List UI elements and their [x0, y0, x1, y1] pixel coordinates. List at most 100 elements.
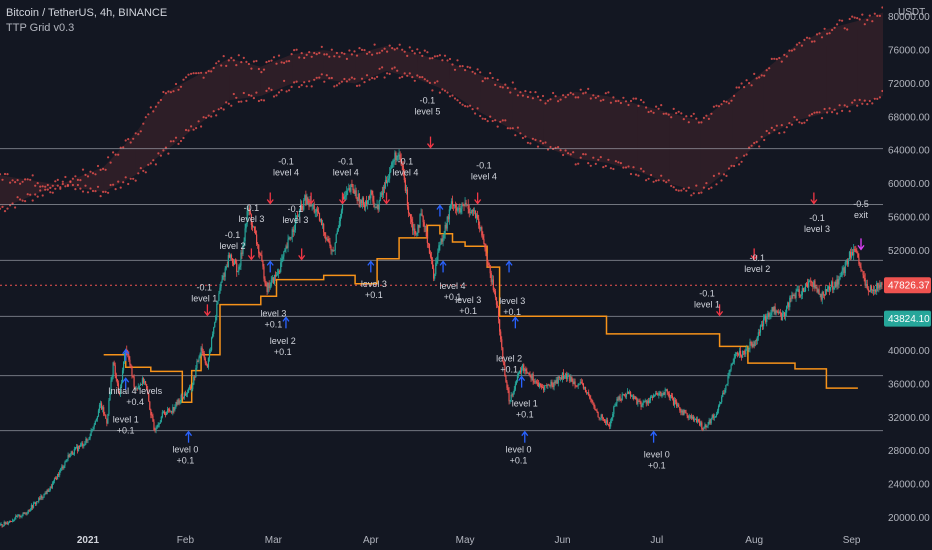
candle-body	[878, 284, 880, 289]
candle-body	[651, 396, 654, 398]
candle-body	[444, 224, 446, 234]
ema-lower-point	[800, 122, 804, 125]
ema-lower-point	[210, 115, 213, 118]
ema-lower-point	[464, 105, 467, 108]
candle-body	[447, 216, 449, 220]
ema-lower-point	[200, 125, 203, 128]
ema-upper-point	[335, 51, 338, 55]
ema-upper-point	[717, 105, 721, 108]
candle-body	[369, 196, 371, 199]
candle-body	[20, 516, 22, 518]
ema-lower-point	[66, 184, 69, 188]
ema-upper-point	[690, 115, 693, 118]
candle-body	[415, 233, 417, 235]
ema-lower-point	[182, 136, 185, 140]
candle-body	[502, 347, 504, 361]
ema-lower-point	[119, 186, 122, 189]
candle-body	[414, 228, 416, 234]
ema-upper-point	[421, 54, 424, 58]
sell-arrow-head	[426, 143, 435, 149]
candle-body	[875, 289, 877, 292]
ema-upper-point	[378, 51, 381, 54]
symbol-title[interactable]: Bitcoin / TetherUS, 4h, BINANCE	[6, 7, 168, 19]
sell-arrow-head	[307, 199, 315, 205]
candle-body	[643, 401, 645, 403]
ema-upper-point	[29, 193, 32, 196]
candle-body	[375, 207, 377, 209]
annotation-line: +0.1	[265, 319, 283, 329]
candle-body	[508, 390, 510, 402]
ema-upper-point	[474, 72, 477, 75]
ema-upper-point	[770, 57, 773, 61]
chart-header: Bitcoin / TetherUS, 4h, BINANCE TTP Grid…	[6, 6, 167, 35]
ema-lower-point	[828, 107, 831, 110]
candle-body	[280, 262, 282, 272]
ema-lower-point	[353, 77, 356, 80]
ema-lower-point	[702, 186, 706, 189]
ema-lower-point	[629, 172, 633, 176]
ema-lower-point	[846, 105, 849, 108]
candle-body	[174, 407, 176, 411]
candle-body	[452, 204, 455, 206]
ema-upper-point	[851, 15, 854, 18]
ema-lower-point	[587, 162, 590, 165]
ema-lower-point	[222, 108, 225, 111]
candle-body	[761, 324, 764, 327]
ema-lower-point	[695, 184, 698, 187]
ema-upper-point	[363, 49, 366, 52]
annotation-label: level 0 +0.1	[172, 444, 198, 465]
ema-upper-point	[293, 49, 296, 52]
candle-body	[47, 489, 49, 492]
ema-upper-point	[516, 94, 520, 97]
ema-upper-point	[383, 47, 386, 50]
ema-lower-point	[39, 185, 42, 188]
time-axis[interactable]: 2021 Feb Mar Apr May Jun Jul Aug Sep	[0, 530, 932, 550]
ema-lower-point	[320, 73, 323, 76]
candle-body	[597, 412, 599, 418]
ema-lower-point	[521, 136, 525, 140]
candle-body	[868, 290, 870, 292]
indicator-title[interactable]: TTP Grid v0.3	[6, 22, 75, 34]
price-axis[interactable]: USDT 20000.0024000.0028000.0032000.00360…	[883, 0, 932, 550]
buy-arrow-head	[650, 430, 658, 437]
candle-body	[243, 241, 245, 245]
candle-body	[75, 446, 78, 448]
candle-body	[186, 392, 189, 394]
candle-body	[77, 445, 80, 451]
ema-upper-point	[831, 28, 834, 32]
candle-body	[92, 426, 94, 430]
ema-lower-point	[34, 184, 37, 187]
candle-body	[684, 409, 686, 413]
candle-body	[359, 199, 361, 207]
ema-upper-point	[257, 67, 260, 71]
ema-lower-point	[355, 84, 359, 87]
candle-body	[441, 238, 443, 242]
candle-body	[364, 201, 367, 208]
ema-lower-point	[107, 191, 110, 194]
ema-lower-point	[212, 110, 215, 113]
candle-body	[148, 393, 150, 402]
annotation-label: -0.1 level 4	[392, 156, 418, 177]
candle-body	[468, 208, 470, 213]
annotation-label: level 4 +0.1	[439, 281, 465, 302]
candle-body	[41, 495, 43, 498]
candle-body	[662, 393, 664, 395]
candle-body	[551, 381, 553, 386]
ema-lower-point	[403, 72, 406, 75]
ema-upper-point	[775, 58, 778, 61]
ema-upper-point	[1, 205, 4, 208]
ema-lower-point	[738, 163, 741, 166]
annotation-label: -0.1 level 3	[804, 213, 830, 234]
candle-body	[384, 180, 387, 188]
ema-lower-point	[195, 127, 198, 130]
candle-body	[646, 400, 648, 404]
buy-arrow-head	[122, 377, 130, 383]
ema-cloud-segment	[229, 58, 261, 101]
candle-body	[298, 209, 301, 217]
ema-upper-point	[546, 99, 550, 102]
candle-body	[726, 383, 728, 386]
ema-lower-point	[637, 174, 640, 177]
candle-body	[861, 270, 863, 272]
ema-lower-point	[288, 89, 291, 92]
